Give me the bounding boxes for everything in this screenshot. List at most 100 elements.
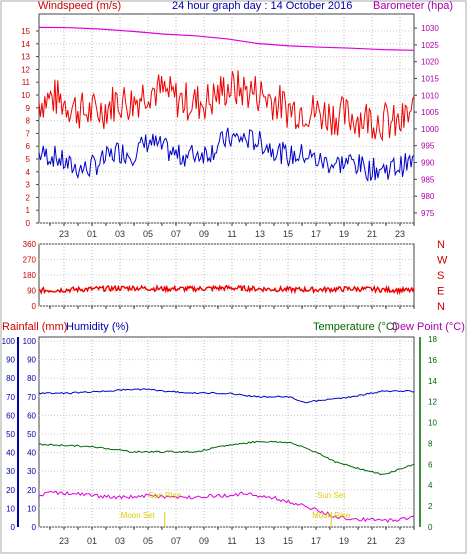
barometer-y-tick-label: 975: [421, 209, 435, 218]
wind-x-tick-label: 09: [199, 229, 209, 239]
humidity-x-tick-label: 19: [339, 536, 349, 546]
moonrise-label: Moon Rise: [312, 511, 351, 520]
wind-gust-line: [38, 70, 415, 142]
wind-x-tick-label: 23: [59, 229, 69, 239]
temperature-y-tick-label: 0: [428, 523, 433, 532]
chart-title: 24 hour graph day : 14 October 2016: [172, 0, 352, 12]
wind-y-tick-label: 11: [22, 78, 31, 87]
humidity-plot-frame: [38, 336, 415, 528]
compass-label: N: [437, 239, 445, 251]
wind-x-tick-label: 17: [311, 229, 321, 239]
barometer-y-tick-label: 980: [421, 192, 435, 201]
wind-x-tick-label: 21: [367, 229, 377, 239]
moonset-label: Moon Set: [121, 511, 156, 520]
wind-x-tick-label: 23: [395, 229, 405, 239]
barometer-y-tick-label: 990: [421, 159, 435, 168]
humidity-y-tick-label: 70: [27, 393, 36, 402]
temperature-y-tick-label: 2: [428, 502, 433, 511]
dewpoint-line: [38, 490, 415, 524]
wind-x-tick-label: 19: [339, 229, 349, 239]
temperature-y-tick-label: 10: [428, 419, 437, 428]
wind-x-tick-label: 05: [143, 229, 153, 239]
barometer-y-tick-label: 1015: [421, 74, 439, 83]
wind-y-tick-label: 3: [26, 181, 31, 190]
wind-y-tick-label: 8: [26, 117, 31, 126]
temperature-y-tick-label: 18: [428, 335, 437, 344]
temperature-y-tick-label: 14: [428, 377, 437, 386]
temperature-line: [39, 440, 415, 476]
rain-y-tick-label: 30: [6, 467, 15, 476]
humidity-x-tick-label: 03: [115, 536, 125, 546]
barometer-y-tick-label: 1020: [421, 58, 439, 67]
barometer-axis-label: Barometer (hpa): [373, 0, 453, 12]
wind-barometer-panel: 0123456789101112131415975980985990995100…: [21, 13, 439, 239]
wind-x-tick-label: 03: [115, 229, 125, 239]
rain-y-tick-label: 80: [6, 374, 15, 383]
humidity-x-tick-label: 21: [367, 536, 377, 546]
humidity-x-tick-label: 17: [311, 536, 321, 546]
wind-y-tick-label: 4: [26, 168, 31, 177]
humidity-line: [38, 388, 414, 404]
humidity-y-tick-label: 100: [23, 337, 37, 346]
temperature-y-tick-label: 8: [428, 439, 433, 448]
rain-y-tick-label: 10: [6, 504, 15, 513]
rain-y-tick-label: 60: [6, 411, 15, 420]
humidity-y-tick-label: 40: [27, 449, 36, 458]
humidity-y-tick-label: 50: [27, 430, 36, 439]
wind-y-tick-label: 2: [26, 193, 31, 202]
direction-y-tick-label: 270: [23, 256, 37, 265]
wind-y-tick-label: 15: [21, 27, 30, 36]
humidity-y-tick-label: 0: [32, 523, 37, 532]
barometer-y-tick-label: 1005: [421, 108, 439, 117]
wind-y-tick-label: 14: [21, 40, 30, 49]
humidity-x-tick-label: 09: [199, 536, 209, 546]
humidity-y-tick-label: 90: [27, 356, 36, 365]
humidity-x-tick-label: 23: [395, 536, 405, 546]
direction-y-tick-label: 90: [27, 287, 36, 296]
barometer-y-tick-label: 1010: [421, 91, 439, 100]
rain-y-tick-label: 40: [6, 449, 15, 458]
wind-y-tick-label: 0: [26, 219, 31, 228]
wind-x-tick-label: 11: [227, 229, 236, 239]
rainfall-axis-label: Rainfall (mm): [2, 321, 67, 333]
temperature-y-tick-label: 6: [428, 460, 433, 469]
humidity-y-tick-label: 80: [27, 374, 36, 383]
wind-y-tick-label: 9: [26, 104, 31, 113]
direction-y-tick-label: 360: [23, 240, 37, 249]
humidity-x-tick-label: 15: [283, 536, 293, 546]
wind-y-tick-label: 5: [26, 155, 31, 164]
wind-x-tick-label: 15: [283, 229, 293, 239]
wind-average-line: [38, 127, 415, 183]
humidity-x-tick-label: 01: [87, 536, 97, 546]
wind-y-tick-label: 12: [21, 65, 30, 74]
sunrise-label: Sun Rise: [149, 491, 182, 500]
humidity-y-tick-label: 30: [27, 467, 36, 476]
humidity-x-tick-label: 05: [143, 536, 153, 546]
humidity-y-tick-label: 10: [27, 504, 36, 513]
wind-y-tick-label: 6: [26, 142, 31, 151]
wind-y-tick-label: 13: [21, 53, 30, 62]
wind-y-tick-label: 10: [21, 91, 30, 100]
barometer-line: [38, 26, 415, 51]
rain-y-tick-label: 0: [11, 523, 16, 532]
compass-label: S: [437, 270, 444, 282]
temperature-y-tick-label: 16: [428, 356, 437, 365]
humidity-x-tick-label: 13: [255, 536, 265, 546]
humidity-y-tick-label: 60: [27, 411, 36, 420]
wind-plot-frame: [38, 13, 415, 224]
wind-x-tick-label: 01: [87, 229, 97, 239]
direction-y-tick-label: 0: [32, 302, 37, 311]
sunset-label: Sun Set: [317, 491, 346, 500]
dewpoint-axis-label: Dew Point (°C): [392, 321, 465, 333]
rain-y-tick-label: 100: [2, 337, 16, 346]
compass-label: W: [437, 255, 448, 267]
rain-y-tick-label: 90: [6, 356, 15, 365]
temperature-axis-label: Temperature (°C): [313, 321, 397, 333]
wind-direction-trace: [38, 284, 415, 296]
humidity-x-tick-label: 07: [171, 536, 181, 546]
barometer-y-tick-label: 1000: [421, 125, 439, 134]
